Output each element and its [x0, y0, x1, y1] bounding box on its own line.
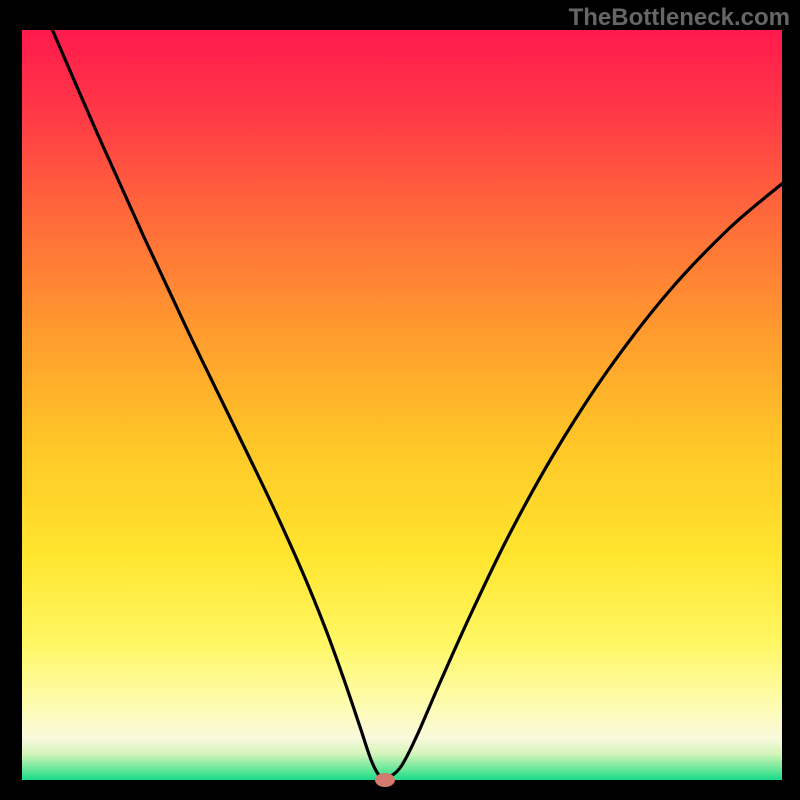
chart-container: { "watermark": { "text": "TheBottleneck.… — [0, 0, 800, 800]
optimal-point-marker — [375, 773, 395, 787]
watermark-text: TheBottleneck.com — [569, 4, 790, 32]
bottleneck-curve — [22, 30, 782, 780]
plot-area — [22, 30, 782, 780]
